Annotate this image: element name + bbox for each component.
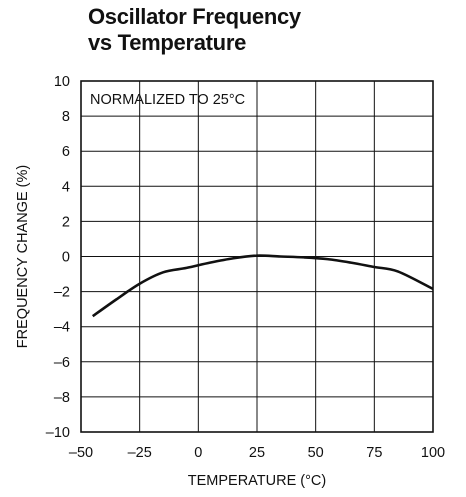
y-tick-label: 2: [62, 214, 70, 230]
y-tick-label: –4: [54, 320, 70, 336]
y-tick-labels: 10 8 6 4 2 0 –2 –4 –6 –8 –10: [46, 74, 70, 441]
x-tick-label: –25: [128, 445, 152, 461]
chart-title: Oscillator Frequency vs Temperature: [88, 4, 301, 56]
frequency-change-line: [91, 254, 434, 318]
normalized-annotation: NORMALIZED TO 25°C: [90, 92, 245, 108]
y-tick-label: 6: [62, 144, 70, 160]
plot-frame: [80, 80, 434, 433]
y-tick-label: –10: [46, 425, 70, 441]
x-tick-label: 50: [308, 445, 324, 461]
x-tick-label: 75: [366, 445, 382, 461]
x-tick-label: 100: [421, 445, 445, 461]
chart-title-line-2: vs Temperature: [88, 30, 247, 55]
x-tick-label: 0: [194, 445, 202, 461]
x-axis-label: TEMPERATURE (°C): [188, 473, 326, 489]
y-tick-label: 0: [62, 250, 70, 266]
y-tick-label: 10: [54, 74, 70, 90]
y-tick-label: –8: [54, 390, 70, 406]
series-lines: [91, 254, 434, 318]
x-tick-label: –50: [69, 445, 93, 461]
grid: [81, 81, 433, 432]
y-axis-label: FREQUENCY CHANGE (%): [15, 165, 31, 348]
y-tick-label: 4: [62, 179, 70, 195]
y-tick-label: 8: [62, 109, 70, 125]
y-tick-label: –6: [54, 355, 70, 371]
x-tick-labels: –50 –25 0 25 50 75 100: [69, 445, 445, 461]
y-tick-label: –2: [54, 285, 70, 301]
chart-title-line-1: Oscillator Frequency: [88, 4, 301, 29]
x-tick-label: 25: [249, 445, 265, 461]
